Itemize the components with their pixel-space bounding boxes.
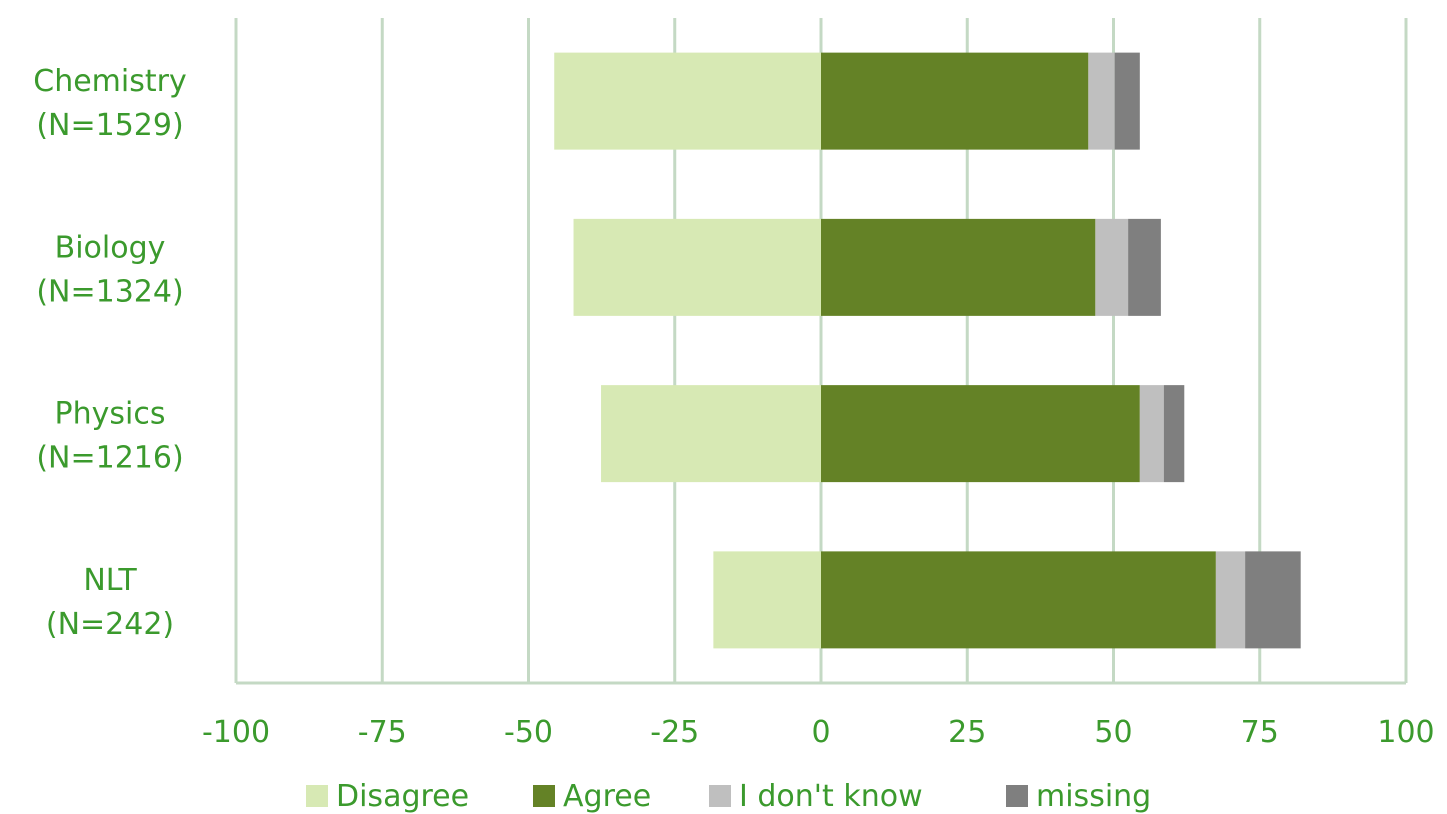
bar-agree-biology xyxy=(821,218,1096,316)
category-label: NLT (N=242) xyxy=(46,563,174,642)
legend: Disagree Agree I don't know missing xyxy=(306,779,1151,814)
bar-agree-chemistry xyxy=(821,52,1089,150)
bar-missing-biology xyxy=(1128,218,1161,316)
bar-agree-nlt xyxy=(821,551,1216,649)
bar-i-don-t-know-biology xyxy=(1095,218,1129,316)
bar-disagree-physics xyxy=(601,385,821,483)
category-label: Biology (N=1324) xyxy=(36,230,183,309)
x-tick-label: -25 xyxy=(650,715,699,750)
x-tick-label: -50 xyxy=(504,715,553,750)
x-axis: -100 -75 -50 -25 0 25 50 75 100 xyxy=(202,681,1435,750)
bars xyxy=(554,52,1301,649)
legend-label-disagree: Disagree xyxy=(336,779,469,814)
legend-swatch-missing xyxy=(1006,785,1028,807)
x-tick-label: 75 xyxy=(1241,715,1279,750)
x-tick-label: 0 xyxy=(811,715,830,750)
bar-i-don-t-know-chemistry xyxy=(1088,52,1115,150)
category-labels: Chemistry (N=1529) Biology (N=1324) Physics(… xyxy=(33,64,186,642)
category-label: Physics (N=1216) xyxy=(36,397,183,476)
bar-missing-nlt xyxy=(1245,551,1301,649)
bar-i-don-t-know-nlt xyxy=(1215,551,1246,649)
bar-disagree-chemistry xyxy=(554,52,821,150)
bar-missing-chemistry xyxy=(1114,52,1140,150)
legend-swatch-i-don-t-know xyxy=(709,785,731,807)
bar-disagree-nlt xyxy=(713,551,821,649)
legend-label-missing: missing xyxy=(1036,779,1151,814)
x-tick-label: 25 xyxy=(948,715,986,750)
x-tick-label: -75 xyxy=(358,715,407,750)
bar-disagree-biology xyxy=(573,218,821,316)
legend-label-agree: Agree xyxy=(563,779,651,814)
x-tick-label: -100 xyxy=(202,715,270,750)
legend-label-i-don-t-know: I don't know xyxy=(739,779,923,814)
bar-missing-physics xyxy=(1163,385,1185,483)
category-label: Chemistry (N=1529) xyxy=(33,64,186,143)
x-tick-label: 50 xyxy=(1094,715,1132,750)
legend-swatch-agree xyxy=(533,785,555,807)
bar-agree-physics xyxy=(821,385,1140,483)
x-tick-label: 100 xyxy=(1377,715,1434,750)
bar-i-don-t-know-physics xyxy=(1139,385,1164,483)
legend-swatch-disagree xyxy=(306,785,328,807)
